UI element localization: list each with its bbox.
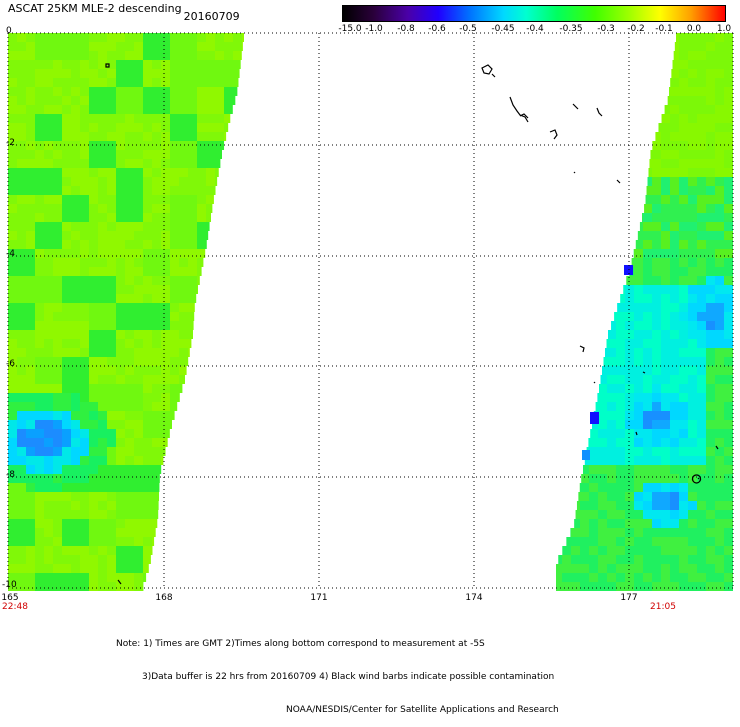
lat-label: -8 [6, 470, 15, 480]
island [597, 108, 602, 116]
island [574, 172, 575, 173]
time-label-right: 21:05 [650, 602, 676, 612]
lat-label: 0 [6, 26, 12, 36]
island [550, 130, 557, 139]
island [573, 104, 578, 109]
island [510, 97, 528, 122]
time-label-left: 22:48 [2, 602, 28, 612]
data-swaths [8, 33, 733, 591]
note-line: 3)Data buffer is 22 hrs from 20160709 4)… [116, 672, 559, 683]
island [617, 180, 620, 183]
lon-label: 168 [155, 593, 172, 603]
lat-label: -4 [6, 249, 15, 259]
island [594, 382, 595, 383]
lat-label: -6 [6, 359, 15, 369]
map-canvas [0, 0, 740, 650]
lon-label: 177 [620, 593, 637, 603]
island [482, 65, 495, 77]
lon-label: 174 [465, 593, 482, 603]
island [580, 346, 584, 352]
lat-label: -10 [2, 580, 17, 590]
note-line: Note: 1) Times are GMT 2)Times along bot… [116, 639, 559, 650]
lat-label: -2 [6, 138, 15, 148]
note-line: NOAA/NESDIS/Center for Satellite Applica… [116, 705, 559, 716]
footnotes: Note: 1) Times are GMT 2)Times along bot… [116, 617, 559, 727]
lon-label: 171 [310, 593, 327, 603]
